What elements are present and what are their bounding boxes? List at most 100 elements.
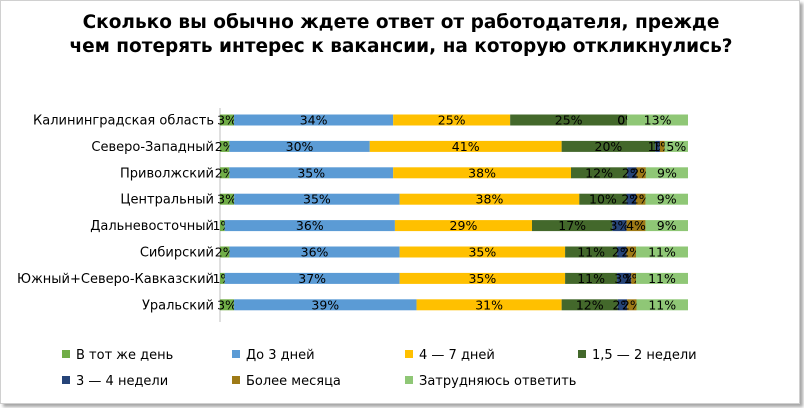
legend-swatch — [578, 350, 586, 358]
data-label: 5% — [666, 139, 686, 154]
legend-label: В тот же день — [76, 348, 173, 363]
bar-segment-5 — [627, 167, 637, 179]
data-label: 29% — [450, 218, 478, 233]
bar-segment-4 — [565, 246, 618, 258]
legend-swatch — [405, 376, 413, 384]
bar-segment-5 — [617, 246, 627, 258]
data-label: 3% — [614, 271, 634, 286]
data-label: 11% — [648, 271, 676, 286]
bar-segment-7 — [645, 167, 688, 179]
bar-segment-2 — [229, 246, 400, 258]
legend-swatch — [62, 376, 70, 384]
bar-segment-4 — [532, 220, 613, 232]
bar-segment-5 — [617, 272, 632, 284]
legend-swatch — [232, 350, 240, 358]
bar-segment-1 — [220, 140, 230, 152]
bar-segment-6 — [631, 272, 636, 284]
data-label: 35% — [468, 245, 496, 260]
category-label: Северо-Западный — [91, 140, 214, 155]
bar-segment-6 — [636, 193, 646, 205]
bar-segment-6 — [659, 140, 665, 152]
bar-segment-7 — [664, 140, 688, 152]
data-label: 25% — [438, 113, 466, 128]
bar-segment-3 — [399, 272, 566, 284]
bar-segment-1 — [220, 167, 230, 179]
legend-label: Более месяца — [246, 374, 341, 389]
data-label: 31% — [475, 297, 503, 312]
bar-segment-3 — [393, 167, 571, 179]
bar-segment-5 — [612, 220, 627, 232]
bar-segment-7 — [636, 299, 688, 311]
legend-swatch — [62, 350, 70, 358]
bar-segment-2 — [229, 140, 370, 152]
category-label: Уральский — [142, 298, 214, 313]
data-label: 30% — [286, 139, 314, 154]
data-label: 11% — [648, 245, 676, 260]
bar-segment-4 — [571, 167, 628, 179]
category-label: Калининградская область — [33, 114, 214, 129]
legend-label: Затрудняюсь ответить — [419, 374, 576, 389]
bar-segment-5 — [626, 193, 636, 205]
legend-label: 4 — 7 дней — [419, 348, 495, 363]
data-label: 12% — [585, 165, 613, 180]
bar-segment-4 — [561, 140, 656, 152]
data-label: 34% — [300, 113, 328, 128]
data-label: 3% — [217, 192, 237, 207]
bar-segment-3 — [394, 220, 532, 232]
category-label: Южный+Северо-Кавказский — [17, 272, 214, 287]
bar-segment-3 — [393, 114, 511, 126]
bar-segment-2 — [234, 299, 417, 311]
legend-swatch — [405, 350, 413, 358]
data-label: 13% — [644, 113, 672, 128]
data-label: 39% — [311, 297, 339, 312]
bar-segment-3 — [416, 299, 562, 311]
bar-segment-2 — [234, 114, 394, 126]
bar-segment-3 — [399, 246, 566, 258]
data-label: 3% — [610, 218, 630, 233]
data-label: 36% — [296, 218, 324, 233]
bar-segment-7 — [636, 246, 688, 258]
bar-segment-5 — [655, 140, 660, 152]
bar-segment-6 — [626, 246, 636, 258]
category-label: Центральный — [120, 193, 214, 208]
bar-segment-4 — [579, 193, 627, 205]
bar-segment-6 — [626, 220, 646, 232]
data-label: 38% — [468, 165, 496, 180]
legend-label: До 3 дней — [246, 348, 315, 363]
data-label: 9% — [657, 192, 677, 207]
data-label: 4% — [626, 218, 646, 233]
legend-label: 3 — 4 недели — [76, 374, 168, 389]
data-label: 41% — [452, 139, 480, 154]
bar-segment-7 — [627, 114, 688, 126]
data-label: 9% — [657, 218, 677, 233]
data-label: 3% — [217, 113, 237, 128]
bar-segment-6 — [627, 299, 637, 311]
data-label: 37% — [298, 271, 326, 286]
bar-segment-2 — [224, 272, 400, 284]
bar-segment-1 — [220, 114, 235, 126]
bar-segment-6 — [636, 167, 646, 179]
bar-segment-4 — [510, 114, 628, 126]
bar-segment-1 — [220, 272, 225, 284]
category-label: Приволжский — [120, 166, 214, 181]
bar-segment-1 — [220, 220, 225, 232]
chart-title: Сколько вы обычно ждете ответ от работод… — [69, 12, 733, 57]
bar-segment-3 — [369, 140, 562, 152]
legend-label: 1,5 — 2 недели — [592, 348, 697, 363]
data-label: 36% — [301, 245, 329, 260]
data-label: 25% — [555, 113, 583, 128]
bar-segment-2 — [224, 220, 395, 232]
data-label: 9% — [657, 165, 677, 180]
bar-segment-2 — [229, 167, 394, 179]
bar-segment-7 — [645, 220, 688, 232]
data-label: 17% — [558, 218, 586, 233]
data-label: 12% — [576, 297, 604, 312]
bar-segment-7 — [645, 193, 688, 205]
data-label: 35% — [303, 192, 331, 207]
bar-segment-3 — [399, 193, 580, 205]
legend-swatch — [232, 376, 240, 384]
data-label: 20% — [595, 139, 623, 154]
bar-segment-1 — [220, 246, 230, 258]
data-label: 10% — [589, 192, 617, 207]
data-label: 38% — [476, 192, 504, 207]
